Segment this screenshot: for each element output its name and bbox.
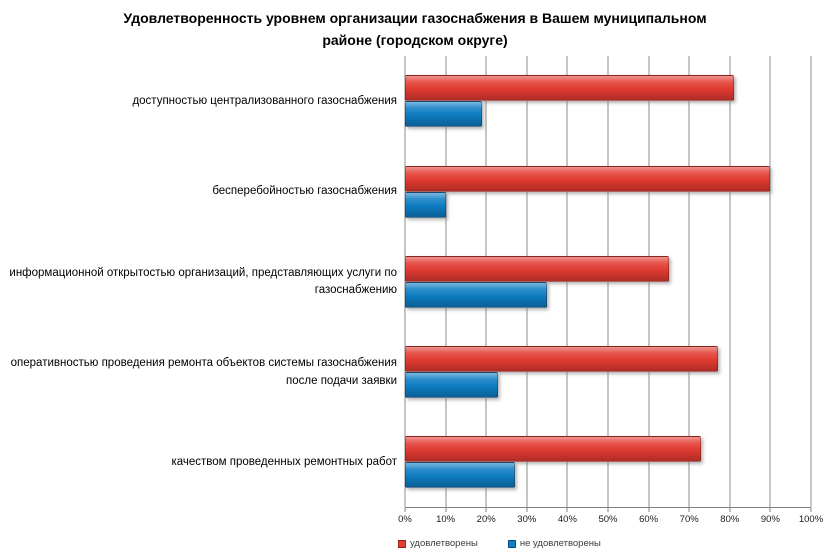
category-label: оперативностью проведения ремонта объект… (10, 356, 397, 387)
chart-title: Удовлетворенность уровнем организации га… (123, 10, 707, 48)
bar-satisfied (405, 255, 669, 282)
legend-item: удовлетворены (398, 538, 478, 549)
axis-tick-label: 0% (398, 514, 412, 526)
bar-satisfied (405, 436, 702, 463)
legend-label: не удовлетворены (519, 538, 601, 550)
legend-swatch-satisfied (398, 539, 406, 548)
legend-label: удовлетворены (410, 538, 478, 550)
bar-not-satisfied (405, 372, 499, 399)
axis-tick-label: 70% (679, 514, 699, 526)
gridline (729, 56, 731, 508)
axis-tick (526, 508, 528, 513)
bar-not-satisfied (405, 101, 483, 128)
gridline (810, 56, 812, 508)
bar-satisfied (405, 346, 718, 373)
legend-item: не удовлетворены (507, 538, 601, 550)
legend-swatch-not-satisfied (507, 539, 516, 548)
axis-tick (566, 508, 568, 513)
gridline (769, 56, 771, 508)
x-axis-row: 0% 10% 20% 30% 40% 50% 60% 70% 80% 90% 100% (0, 508, 830, 528)
category-labels: доступностью централизованного газоснабж… (0, 56, 405, 508)
legend: удовлетворены не удовлетворены (398, 538, 830, 549)
axis-tick-label: 20% (476, 514, 496, 526)
axis-tick (404, 508, 406, 513)
axis-tick-label: 30% (517, 514, 537, 526)
axis-tick (648, 508, 650, 513)
axis-tick-label: 50% (598, 514, 618, 526)
axis-tick-label: 60% (639, 514, 659, 526)
bar-satisfied (405, 75, 734, 102)
gridline (607, 56, 609, 508)
gridline (648, 56, 650, 508)
plot-area (404, 56, 812, 509)
bar-group (405, 237, 811, 327)
category-label: информационной открытостью организаций, … (9, 266, 397, 297)
axis-tick-label: 10% (436, 514, 456, 526)
axis-tick-label: 80% (720, 514, 740, 526)
gridline (688, 56, 690, 508)
bar-not-satisfied (405, 462, 515, 489)
bar-group (405, 56, 811, 146)
category-label: качеством проведенных ремонтных работ (171, 456, 397, 469)
axis-tick-label: 100% (798, 514, 824, 526)
axis-tick-label: 40% (557, 514, 577, 526)
bar-not-satisfied (405, 191, 446, 218)
bar-group (405, 417, 811, 507)
axis-tick (810, 508, 812, 513)
axis-tick (445, 508, 447, 513)
category-label: бесперебойностью газоснабжения (212, 185, 397, 198)
axis-tick (485, 508, 487, 513)
axis-tick (729, 508, 731, 513)
bar-not-satisfied (405, 281, 548, 308)
x-axis-spacer (0, 508, 405, 528)
axis-tick (607, 508, 609, 513)
axis-tick-label: 90% (760, 514, 780, 526)
axis-tick (688, 508, 690, 513)
axis-tick (769, 508, 771, 513)
gridline (566, 56, 568, 508)
category-label: доступностью централизованного газоснабж… (132, 94, 397, 107)
bar-group (405, 147, 811, 237)
chart-body: доступностью централизованного газоснабж… (0, 56, 830, 509)
bar-group (405, 327, 811, 417)
x-axis: 0% 10% 20% 30% 40% 50% 60% 70% 80% 90% 100% (398, 508, 823, 528)
chart-container: Удовлетворенность уровнем организации га… (0, 8, 830, 549)
bar-satisfied (405, 165, 771, 192)
